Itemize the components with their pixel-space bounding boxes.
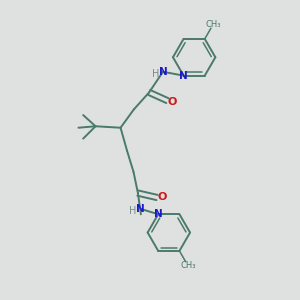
- Text: O: O: [158, 192, 167, 202]
- Text: H: H: [129, 206, 136, 216]
- Text: N: N: [154, 209, 163, 219]
- Text: N: N: [179, 70, 188, 81]
- Text: H: H: [152, 69, 160, 79]
- Text: CH₃: CH₃: [180, 261, 196, 270]
- Text: N: N: [159, 67, 167, 77]
- Text: O: O: [168, 97, 177, 107]
- Text: CH₃: CH₃: [206, 20, 221, 28]
- Text: N: N: [136, 204, 145, 214]
